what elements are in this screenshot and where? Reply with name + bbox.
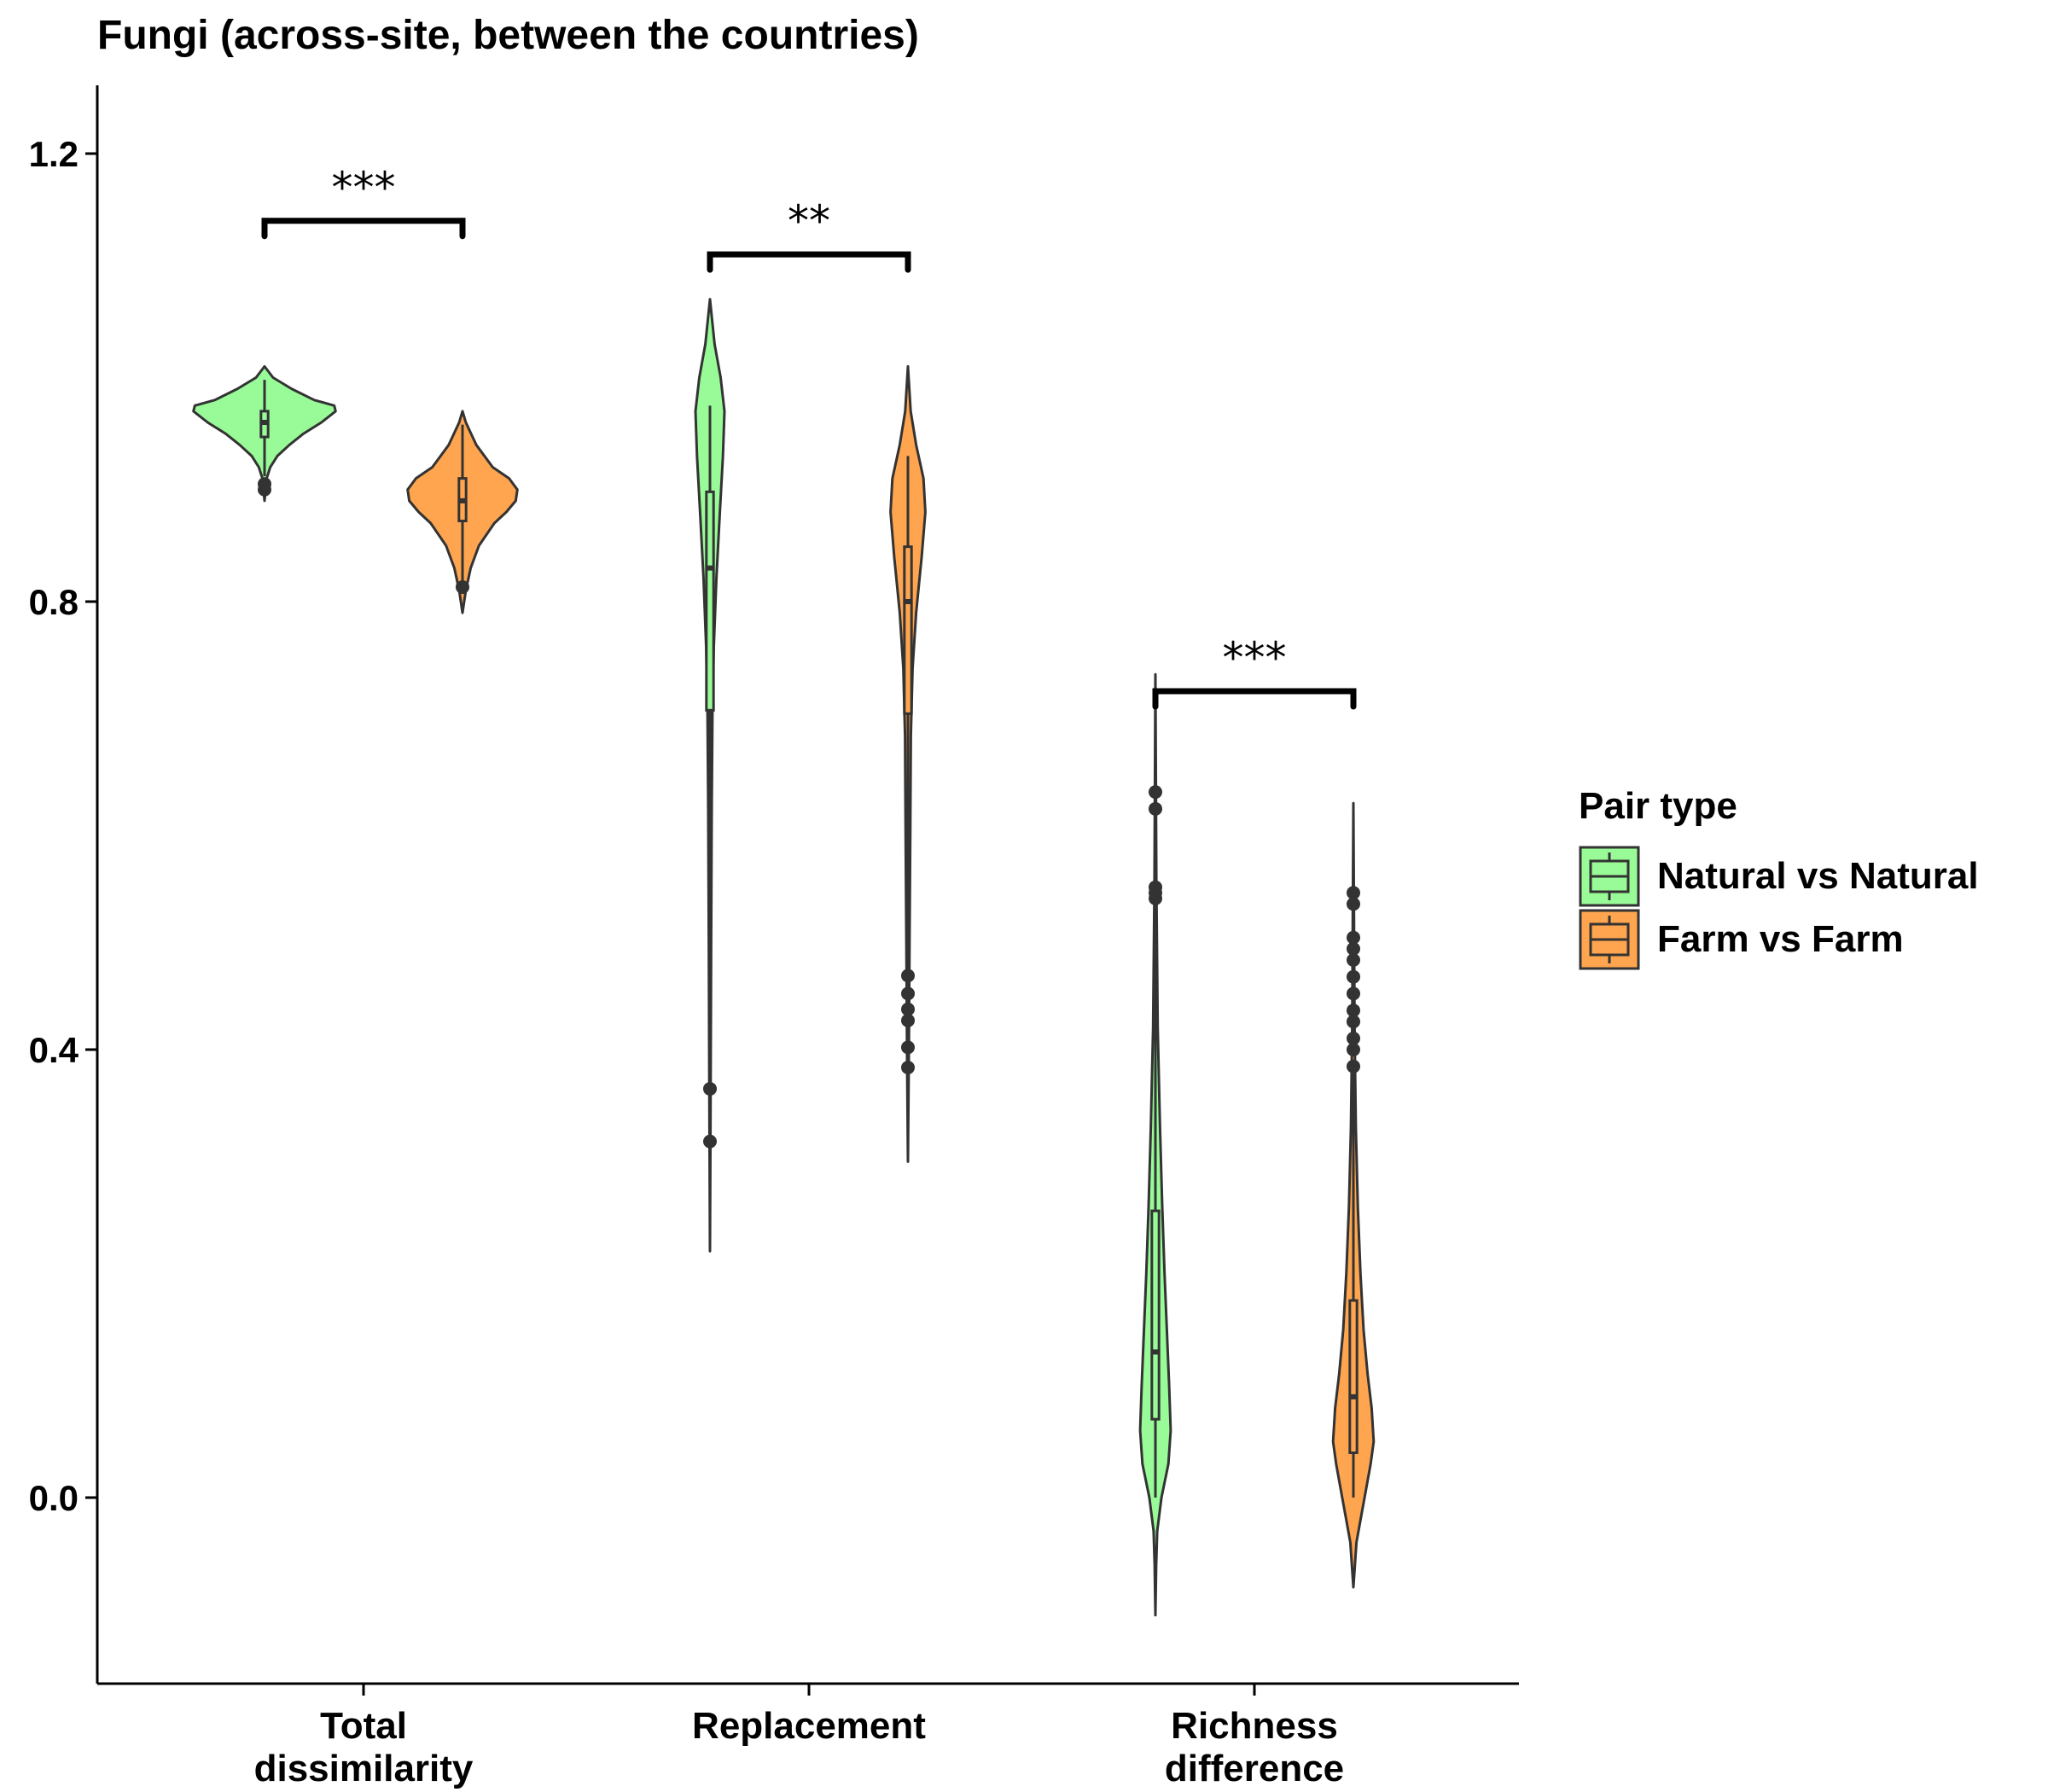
- violins-layer: [192, 298, 1376, 1617]
- y-tick-label: 0.8: [29, 582, 79, 622]
- chart-title: Fungi (across-site, between the countrie…: [97, 13, 919, 58]
- legend-item-farm: Farm vs Farm: [1579, 908, 1979, 971]
- outlier-point-farm: [1347, 1015, 1360, 1029]
- outlier-point-farm: [901, 1061, 915, 1074]
- box-natural: [705, 490, 715, 712]
- outlier-point-natural: [703, 1081, 717, 1096]
- significance-bracket: [707, 251, 911, 273]
- x-tick-label: Total dissimilarity: [254, 1705, 474, 1789]
- y-tick-label: 1.2: [29, 134, 79, 174]
- legend-title: Pair type: [1579, 785, 1737, 827]
- outlier-point-natural: [1149, 785, 1162, 800]
- y-tick-label: 0.4: [29, 1030, 79, 1070]
- significance-bracket: [1152, 688, 1357, 710]
- outlier-point-farm: [901, 969, 915, 983]
- outlier-point-natural: [258, 477, 271, 492]
- outlier-point-natural: [1149, 891, 1162, 905]
- significance-layer: ********: [261, 163, 1357, 710]
- y-tick-label: 0.0: [29, 1478, 79, 1518]
- significance-label: ***: [332, 163, 396, 212]
- outlier-point-farm: [1347, 969, 1360, 984]
- outlier-point-farm: [901, 986, 915, 1001]
- legend-label-natural: Natural vs Natural: [1657, 855, 1979, 897]
- outlier-point-farm: [1347, 1031, 1360, 1045]
- outlier-point-farm: [1347, 941, 1360, 956]
- legend-label-farm: Farm vs Farm: [1657, 918, 1904, 960]
- significance-label: ***: [1223, 633, 1287, 683]
- outlier-point-farm: [1347, 886, 1360, 900]
- outlier-point-farm: [1347, 930, 1360, 945]
- outlier-point-farm: [1347, 953, 1360, 967]
- box-natural: [1150, 1209, 1161, 1421]
- legend-key-farm: [1579, 909, 1640, 970]
- x-tick-label: Replacement: [692, 1705, 926, 1747]
- outlier-point-farm: [901, 1002, 915, 1016]
- outlier-point-farm: [901, 1013, 915, 1027]
- outlier-point-farm: [1347, 986, 1360, 1001]
- outlier-point-natural: [703, 1134, 717, 1149]
- x-tick-label: Richness difference: [1165, 1705, 1344, 1789]
- outlier-point-farm: [901, 1040, 915, 1055]
- outlier-point-farm: [456, 579, 469, 594]
- legend-key-natural: [1579, 846, 1640, 907]
- outlier-point-farm: [1347, 1004, 1360, 1018]
- outlier-point-natural: [1149, 801, 1162, 816]
- outlier-point-farm: [1347, 897, 1360, 911]
- significance-label: **: [788, 196, 830, 246]
- box-farm: [903, 545, 913, 715]
- box-farm: [1348, 1299, 1359, 1454]
- outlier-point-farm: [1347, 1043, 1360, 1056]
- axes-layer: 0.0 0.4 0.8 1.2 Total dissimilarity Replacemen…: [29, 85, 1519, 1789]
- outlier-point-farm: [1347, 1059, 1360, 1073]
- significance-bracket: [261, 218, 466, 240]
- legend: Pair type Natural vs Natural Farm vs Far…: [1579, 785, 1979, 971]
- legend-item-natural: Natural vs Natural: [1579, 845, 1979, 908]
